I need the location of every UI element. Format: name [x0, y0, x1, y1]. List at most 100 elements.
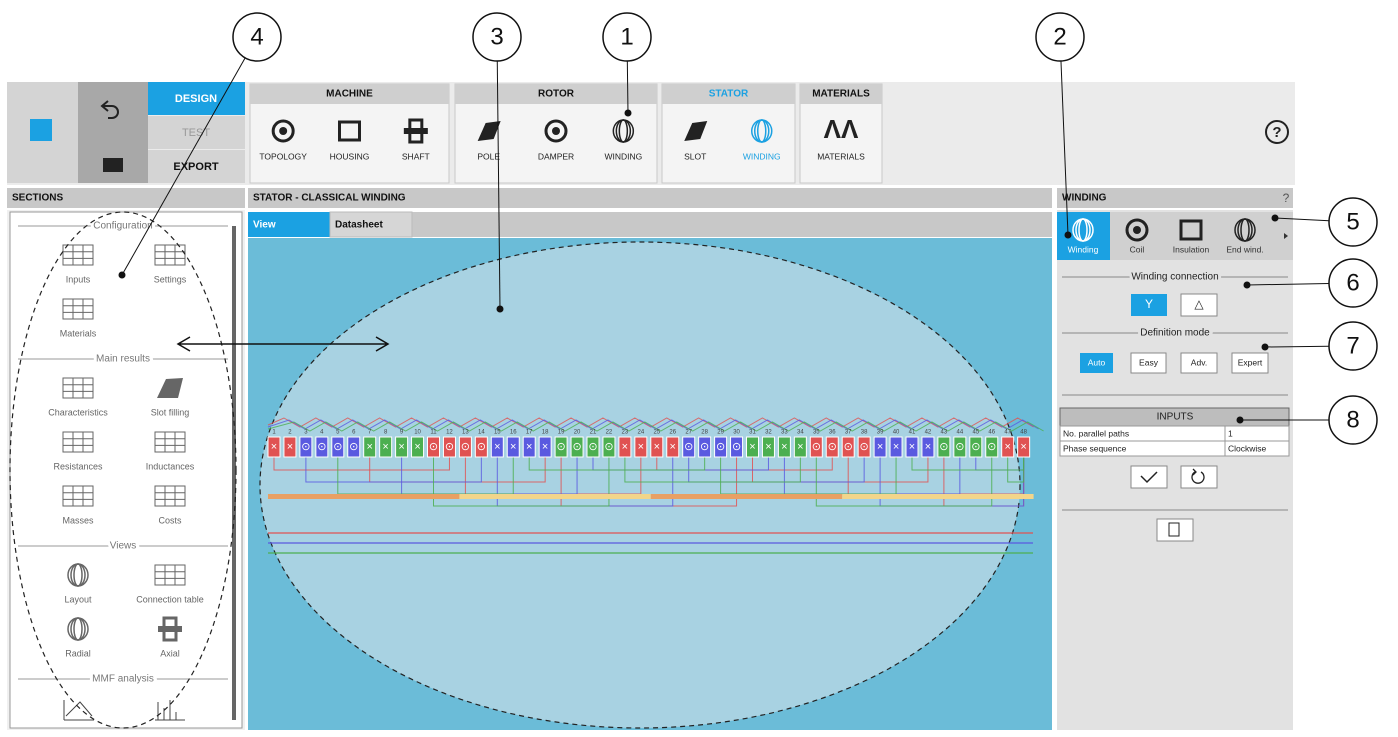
section-item-label: Characteristics	[48, 407, 108, 417]
mode-option-label: Auto	[1088, 357, 1106, 367]
slot-number: 21	[590, 430, 597, 436]
tool-button[interactable]	[592, 106, 655, 181]
slot-number: 3	[304, 430, 308, 436]
tool-button[interactable]	[524, 106, 587, 181]
slot-symbol: ×	[670, 441, 676, 453]
highlight-ellipse	[9, 211, 237, 729]
slot-number: 6	[352, 430, 356, 436]
end-connection	[267, 417, 1034, 428]
callout-circle	[1328, 258, 1378, 308]
segment-bar	[650, 494, 843, 499]
tool-button[interactable]	[318, 106, 380, 181]
slot	[411, 436, 425, 458]
slot-symbol: ×	[654, 441, 660, 453]
reset-icon	[1191, 468, 1205, 484]
tool-button[interactable]	[731, 106, 794, 181]
line	[1264, 345, 1330, 348]
tool-button[interactable]	[664, 106, 727, 181]
mode-option[interactable]	[1080, 353, 1113, 373]
slot-number: 13	[462, 430, 469, 436]
slot-symbol: ⊙	[716, 441, 725, 453]
slot-number: 45	[972, 430, 979, 436]
mode-button[interactable]	[148, 150, 245, 183]
icon	[155, 700, 185, 721]
icon	[1234, 218, 1256, 242]
slot	[682, 436, 696, 458]
tool-label: DAMPER	[538, 151, 574, 161]
icon	[403, 128, 428, 134]
view-tab[interactable]	[248, 212, 330, 237]
camera-icon	[103, 158, 123, 172]
slot-symbol: ×	[542, 441, 548, 453]
slot	[889, 436, 903, 458]
callout-label: 2	[1053, 23, 1066, 50]
connection-button[interactable]	[1131, 294, 1167, 316]
slot-symbol: ⊙	[844, 441, 853, 453]
input-value: 1	[1228, 428, 1233, 438]
slot-symbol: ×	[1020, 441, 1026, 453]
help-button[interactable]	[1265, 120, 1289, 144]
slot	[746, 436, 759, 458]
callout-circle	[602, 12, 652, 62]
group-header	[800, 84, 882, 104]
section-item-label: Connection table	[136, 594, 204, 604]
inputs-row	[1059, 440, 1290, 457]
slot-symbol: ⊙	[317, 441, 326, 453]
slot-number: 48	[1020, 430, 1027, 436]
mode-option-label: Adv.	[1191, 357, 1207, 367]
slot-symbol: ×	[1004, 441, 1010, 453]
slot-symbol: ⊙	[700, 441, 709, 453]
slot-number: 32	[765, 430, 772, 436]
slot	[554, 436, 568, 458]
panel-section-title: Winding connection	[1131, 272, 1218, 283]
panel-tab-label: Insulation	[1173, 244, 1210, 254]
mode-label: EXPORT	[173, 161, 219, 173]
tool-button[interactable]	[252, 106, 314, 181]
coil-connection	[433, 457, 610, 507]
callout-circle	[1328, 321, 1378, 371]
apply-button[interactable]	[1130, 465, 1168, 489]
line	[1246, 282, 1330, 286]
tool-button[interactable]	[457, 106, 520, 181]
slot-number: 8	[384, 430, 388, 436]
slot-symbol: ×	[494, 441, 500, 453]
slot-symbol: ×	[925, 441, 931, 453]
slot-symbol: ⊙	[684, 441, 693, 453]
view-tab[interactable]	[329, 211, 413, 238]
callout-dot	[1271, 214, 1279, 222]
slot-symbol: ⊙	[301, 441, 310, 453]
mode-option[interactable]	[1231, 352, 1269, 374]
slot	[953, 436, 967, 458]
panel-help: ?	[1283, 191, 1290, 205]
icon	[751, 119, 773, 143]
undo-button[interactable]	[78, 82, 148, 148]
icon	[67, 563, 89, 587]
mode-option[interactable]	[1130, 352, 1167, 374]
slot	[969, 436, 983, 458]
slot-number: 23	[622, 430, 629, 436]
slot	[905, 436, 919, 458]
slot-number: 34	[797, 430, 804, 436]
callout-circle	[1328, 395, 1378, 445]
mode-option[interactable]	[1180, 352, 1218, 374]
slot-symbol: ×	[893, 441, 899, 453]
slot-symbol: ×	[287, 441, 293, 453]
section-item-label: Resistances	[53, 461, 103, 471]
slot	[809, 436, 823, 458]
line	[496, 60, 501, 310]
section-group: Main results	[96, 354, 150, 365]
section-group: MMF analysis	[92, 674, 154, 685]
reset-button[interactable]	[1180, 465, 1218, 489]
slot	[299, 436, 313, 458]
highlight-ellipse	[259, 241, 1021, 729]
input-name: No. parallel paths	[1063, 428, 1129, 438]
connection-button[interactable]	[1180, 293, 1218, 317]
slot	[937, 436, 951, 458]
slot-symbol: ×	[781, 441, 787, 453]
slot	[650, 436, 664, 458]
callout-label: 7	[1346, 332, 1359, 359]
icon	[544, 119, 568, 143]
callout-label: 3	[490, 23, 503, 50]
icon	[1179, 219, 1203, 241]
slot-number: 2	[288, 430, 292, 436]
